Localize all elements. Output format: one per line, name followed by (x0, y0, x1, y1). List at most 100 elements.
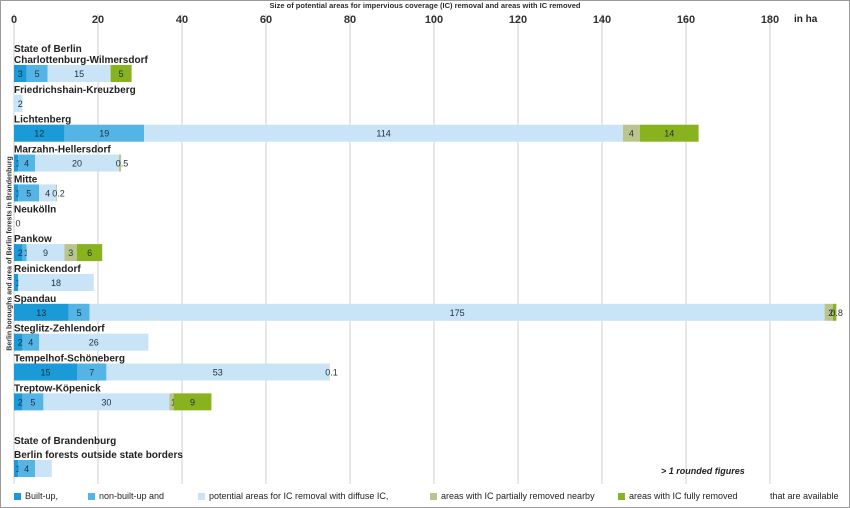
bar-segment (824, 303, 833, 321)
data-label: 2 (18, 99, 23, 109)
legend-swatch (618, 493, 625, 500)
data-label: 2 (18, 248, 23, 258)
category-label: Berlin forests outside state borders (14, 450, 183, 461)
unit-label: in ha (794, 14, 818, 25)
x-tick-label: 100 (425, 14, 443, 26)
data-label: 2 (18, 397, 23, 407)
category-label: Tempelhof-Schöneberg (14, 354, 125, 365)
bar-segment (77, 363, 107, 381)
category-label: Steglitz-Zehlendorf (14, 324, 105, 335)
category-label: Reinickendorf (14, 264, 81, 275)
bar-segment (18, 154, 35, 172)
data-label: 26 (89, 338, 99, 348)
category-label: Spandau (14, 294, 56, 305)
legend: Built-up, non-built-up and potential areas… (14, 491, 848, 505)
bar-segment (22, 244, 27, 262)
legend-tail: that are available (770, 491, 839, 501)
bar-segment (14, 303, 69, 321)
category-label: Charlottenburg-Wilmersdorf (14, 55, 148, 66)
category-label: Friedrichshain-Kreuzberg (14, 85, 136, 96)
data-label: 3 (18, 69, 23, 79)
data-label: 0.5 (116, 159, 129, 169)
data-label: 5 (77, 308, 82, 318)
bar-segment (639, 124, 699, 142)
bar-segment (14, 393, 23, 411)
bar-segment (89, 303, 825, 321)
category-label: Mitte (14, 174, 38, 185)
bar-segment (39, 333, 149, 351)
bar-segment (110, 65, 132, 82)
category-label: Pankow (14, 234, 52, 245)
bar-segment (14, 244, 23, 262)
legend-label: areas with IC partially removed nearby (441, 491, 595, 501)
bar-segment (14, 273, 19, 291)
bar-segment (144, 124, 623, 142)
bar-segment (26, 65, 48, 82)
data-label: 30 (101, 397, 111, 407)
legend-swatch (88, 493, 95, 500)
data-label: 9 (43, 248, 48, 258)
x-tick-label: 40 (176, 14, 188, 26)
data-label: 114 (376, 129, 390, 139)
data-label: 175 (450, 308, 465, 318)
bar-segment (64, 244, 77, 262)
bar-segment (18, 184, 40, 202)
bar-segment (14, 460, 19, 477)
x-tick-label: 0 (11, 14, 17, 26)
section-header: State of Brandenburg (14, 436, 116, 447)
legend-item: potential areas for IC removal with diff… (198, 491, 388, 501)
data-label: 12 (34, 129, 44, 139)
legend-item: areas with IC fully removed (618, 491, 738, 501)
bar-segment (43, 393, 170, 411)
bar-segment (14, 363, 77, 381)
x-tick-label: 20 (92, 14, 104, 26)
bar-segment (22, 393, 44, 411)
data-label: 6 (87, 248, 92, 258)
legend-item: Built-up, (14, 491, 58, 501)
data-label: 4 (629, 129, 634, 139)
data-label: 4 (24, 464, 29, 474)
bar-segment (64, 124, 145, 142)
legend-swatch (198, 493, 205, 500)
x-tick-label: 80 (344, 14, 356, 26)
data-label: 1 (24, 248, 29, 258)
bar-segment (77, 244, 103, 262)
data-label: 5 (30, 397, 35, 407)
data-label: 1 (171, 397, 176, 407)
bar-segment (56, 184, 57, 202)
bar-segment (26, 244, 65, 262)
x-tick-label: 160 (677, 14, 695, 26)
data-label: 0.2 (52, 188, 65, 198)
legend-item: non-built-up and (88, 491, 164, 501)
data-label: 0.8 (830, 308, 843, 318)
data-label: 7 (89, 368, 94, 378)
data-label: 15 (40, 368, 50, 378)
bar-segment (35, 460, 52, 477)
data-label: 4 (45, 188, 50, 198)
legend-label: Built-up, (25, 491, 59, 501)
legend-label: areas with IC fully removed (629, 491, 738, 501)
bar-segment (18, 460, 35, 477)
legend-label: non-built-up and (99, 491, 165, 501)
data-label: 15 (74, 69, 84, 79)
bar-segment (39, 184, 56, 202)
legend-swatch (430, 493, 437, 500)
x-tick-label: 180 (761, 14, 779, 26)
data-label: 1 (16, 278, 21, 288)
legend-swatch (14, 493, 21, 500)
bar-segment (35, 154, 119, 172)
data-label: 1 (16, 159, 21, 169)
x-tick-label: 120 (509, 14, 527, 26)
category-label: Lichtenberg (14, 115, 71, 126)
bar-segment (14, 154, 19, 172)
data-label: 3 (68, 248, 73, 258)
bar-segment (119, 154, 122, 172)
data-label: 2 (828, 308, 833, 318)
bar-segment (14, 94, 23, 112)
category-label: Marzahn-Hellersdorf (14, 145, 111, 156)
bar-segment (68, 303, 90, 321)
bar-segment (18, 273, 94, 291)
bar-segment (14, 333, 23, 351)
bar-segment (173, 393, 212, 411)
data-label: 14 (664, 129, 674, 139)
